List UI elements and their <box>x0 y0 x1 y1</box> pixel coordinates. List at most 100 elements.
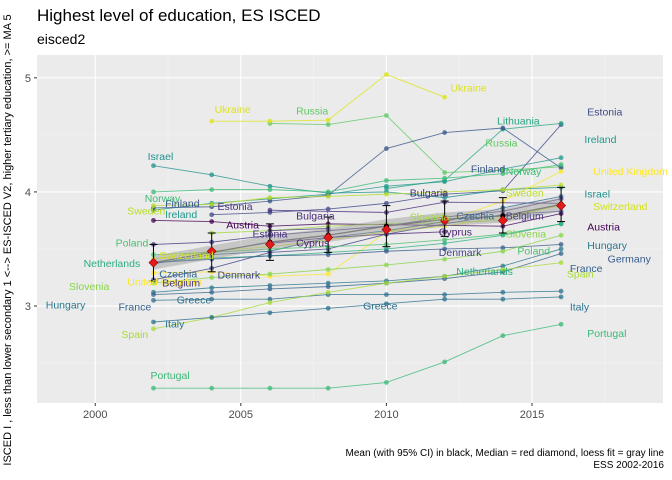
series-line <box>269 114 562 173</box>
y-tick-label: 5 <box>25 73 31 85</box>
series-label: Austria <box>226 219 259 231</box>
series-line <box>153 253 562 296</box>
series-point <box>442 292 448 298</box>
series-point <box>500 171 506 177</box>
series-point <box>151 292 156 298</box>
series-point <box>325 122 331 127</box>
series-point <box>209 118 215 124</box>
median-diamond <box>381 224 392 235</box>
series-point <box>209 285 215 291</box>
series-label: Netherlands <box>84 258 141 270</box>
axis-layer: 2000 2005 2010 2015 3 4 5 <box>25 73 544 421</box>
series-point <box>209 187 215 193</box>
series-point <box>325 252 331 258</box>
series-point <box>267 300 273 305</box>
series-point <box>383 200 389 206</box>
grid-lines <box>37 55 663 403</box>
chart-title: Highest level of education, ES ISCED <box>37 6 321 25</box>
series-label: Ireland <box>165 209 197 221</box>
series-label: Denmark <box>439 247 482 259</box>
series-point <box>209 212 215 218</box>
series-line <box>153 127 562 209</box>
series-label: Sweden <box>506 187 544 199</box>
series-point <box>209 202 215 207</box>
series-point <box>209 172 215 178</box>
series-point <box>209 296 215 302</box>
series-point <box>325 280 331 286</box>
series-label: Cyprus <box>439 226 472 238</box>
series-point <box>442 189 448 195</box>
series-point <box>442 359 448 365</box>
series-label: Belgium <box>506 210 544 222</box>
series-point <box>383 380 389 385</box>
series-label: Poland <box>116 238 149 250</box>
series-label: Belgium <box>162 278 200 290</box>
series-label: Slovenia <box>69 281 109 293</box>
series-point <box>325 267 331 272</box>
series-line <box>153 196 562 265</box>
series-point <box>442 170 448 175</box>
loess-line <box>153 203 562 264</box>
median-diamond <box>206 246 217 257</box>
series-point <box>267 310 273 316</box>
series-point <box>442 240 448 246</box>
series-point <box>383 71 389 77</box>
series-point <box>383 262 389 268</box>
series-point <box>325 385 331 391</box>
series-label: Ukraine <box>450 83 486 95</box>
series-point <box>442 237 448 243</box>
chart-caption: Mean (with 95% CI) in black, Median = re… <box>346 448 665 472</box>
median-diamond <box>556 200 567 211</box>
series-point <box>267 118 273 124</box>
series-point <box>558 260 564 266</box>
series-line <box>153 213 562 227</box>
series-label: Slovakia <box>410 211 450 223</box>
series-point <box>500 263 506 269</box>
series-point <box>325 194 331 199</box>
series-label: Czechia <box>159 268 197 280</box>
series-point <box>558 121 564 126</box>
series-line <box>153 234 562 284</box>
series-point <box>558 288 564 294</box>
series-line <box>153 296 562 323</box>
series-line <box>153 184 562 207</box>
x-tick-label: 2010 <box>374 409 398 421</box>
series-point <box>558 294 564 300</box>
series-point <box>383 248 389 254</box>
series-point <box>442 273 448 279</box>
series-label: Hungary <box>587 240 627 252</box>
series-point <box>267 198 273 204</box>
series-point <box>151 189 156 195</box>
label-layer: Estonia Lithuania Ireland Russia Ukraine Isra… <box>46 83 668 383</box>
chart-subtitle: eisced2 <box>37 31 86 47</box>
series-line <box>153 164 562 193</box>
series-label: Portugal <box>587 328 626 340</box>
series-line <box>153 248 562 293</box>
series-label: Italy <box>165 319 185 331</box>
series-point <box>267 296 273 302</box>
series-label: Russia <box>296 105 328 117</box>
series-point <box>267 187 273 193</box>
median-diamond <box>497 215 508 226</box>
series-label: Switzerland <box>593 201 647 213</box>
series-label: Austria <box>587 222 620 234</box>
series-point <box>325 271 331 277</box>
series-point <box>383 301 389 307</box>
series-label: Sweden <box>127 206 165 218</box>
series-point <box>267 195 273 201</box>
series-line <box>153 262 562 330</box>
series-label: Lithuania <box>497 116 540 128</box>
series-line <box>153 223 562 256</box>
median-diamond <box>323 232 334 243</box>
series-label: Germany <box>608 254 652 266</box>
series-point <box>500 167 506 173</box>
series-label: Norway <box>506 166 542 178</box>
series-point <box>325 206 331 212</box>
series-point <box>383 280 389 286</box>
median-diamond <box>265 239 275 250</box>
series-point <box>558 242 564 247</box>
series-point <box>325 284 331 290</box>
series-point <box>500 248 506 254</box>
series-point <box>500 333 506 339</box>
